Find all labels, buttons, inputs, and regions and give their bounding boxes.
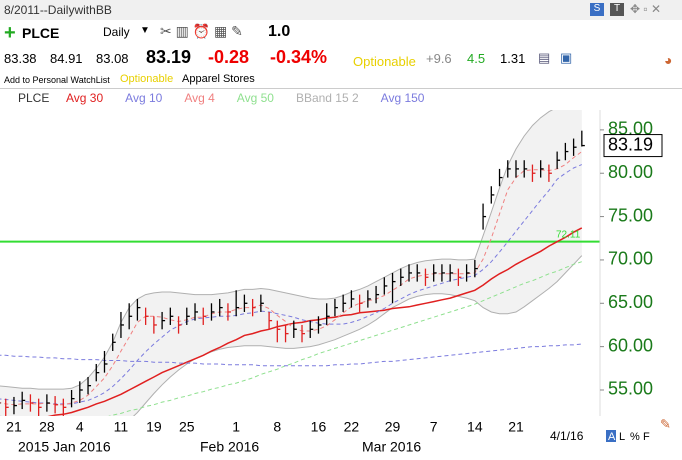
x-tick-label: 1 — [232, 419, 240, 435]
y-tick-label: 85.00 — [608, 119, 653, 139]
last: 83.19 — [146, 47, 192, 67]
bband-lower — [0, 255, 583, 416]
pencil-icon[interactable]: ✎ — [660, 416, 671, 431]
y-tick-label: 60.00 — [608, 335, 653, 355]
legend-entry: Avg 150 — [381, 91, 425, 105]
symbol[interactable]: PLCE — [22, 25, 60, 41]
window-controls[interactable]: ✥ ▫ ✕ — [630, 2, 662, 16]
price-tag: 83.19 — [608, 134, 653, 154]
s-button[interactable]: S — [590, 3, 604, 16]
x-tick-label: 21 — [6, 419, 22, 435]
stat1: +9.6 — [426, 51, 452, 66]
legend-entry: BBand 15 2 — [296, 91, 359, 105]
bband-fill — [0, 110, 582, 416]
legend-entry: Avg 30 — [66, 91, 103, 105]
legend-symbol: PLCE — [18, 91, 49, 105]
change: -0.28 — [208, 47, 250, 67]
title-bar: 8/2011--DailywithBB S T ✥ ▫ ✕ — [0, 0, 682, 21]
reference-label: 72.11 — [556, 229, 581, 240]
db-icon[interactable]: ▤ — [538, 50, 551, 65]
footer-button[interactable]: L — [619, 431, 625, 443]
scale[interactable]: 1.0 — [268, 23, 291, 40]
footer-button[interactable]: A — [608, 431, 616, 443]
x-tick-label: 11 — [114, 419, 129, 435]
moving-average — [0, 151, 583, 406]
watchlist-link[interactable]: Add to Personal WatchList — [4, 75, 110, 85]
date-label: 4/1/16 — [550, 429, 584, 443]
x-tick-label: 14 — [467, 419, 483, 435]
optionable: Optionable — [353, 54, 416, 69]
period[interactable]: Daily — [103, 25, 130, 39]
layout-name[interactable]: 8/2011--DailywithBB — [4, 3, 112, 17]
y-tick-label: 80.00 — [608, 162, 653, 182]
open: 83.38 — [4, 51, 37, 66]
legend-entry: Avg 4 — [184, 91, 215, 105]
x-tick-label: 28 — [39, 419, 55, 435]
moving-average — [108, 261, 582, 416]
y-tick-label: 75.00 — [608, 205, 653, 225]
add-icon[interactable]: + — [4, 22, 16, 44]
optionable-2: Optionable — [120, 73, 174, 85]
legend: PLCE Avg 30 Avg 10 Avg 4 Avg 50 BBand 15 2 Avg… — [18, 91, 425, 105]
footer-button[interactable]: F — [643, 431, 650, 443]
change-pct: -0.34% — [270, 47, 328, 67]
month-label: Mar 2016 — [362, 439, 421, 455]
plot-area — [0, 110, 600, 416]
high: 84.91 — [50, 51, 83, 66]
x-tick-label: 7 — [430, 419, 438, 435]
month-label: 2015 Jan 2016 — [18, 439, 111, 455]
footer-button[interactable]: % — [630, 431, 640, 443]
industry: Apparel Stores — [182, 73, 255, 85]
period-arrow[interactable]: ▼ — [140, 25, 150, 36]
t-button[interactable]: T — [610, 3, 624, 16]
footer-a-bg[interactable] — [606, 430, 616, 442]
moving-average — [47, 227, 583, 416]
x-tick-label: 19 — [146, 419, 162, 435]
legend-entry: Avg 50 — [237, 91, 274, 105]
bband-upper — [0, 110, 554, 390]
x-tick-label: 22 — [344, 419, 360, 435]
x-tick-label: 4 — [76, 419, 84, 435]
chart: PLCE Avg 30 Avg 10 Avg 4 Avg 50 BBand 15 2 Avg… — [0, 91, 671, 455]
x-tick-label: 21 — [508, 419, 524, 435]
x-tick-label: 25 — [179, 419, 195, 435]
tool-icons[interactable]: ✂ ▥ ⏰ ▦ ✎ — [160, 23, 243, 39]
x-tick-label: 8 — [273, 419, 281, 435]
low: 83.08 — [96, 51, 129, 66]
month-label: Feb 2016 — [200, 439, 259, 455]
y-tick-label: 70.00 — [608, 249, 653, 269]
palette-icon[interactable]: ◕ — [664, 52, 673, 68]
stat3: 1.31 — [500, 51, 526, 66]
moving-average — [0, 164, 582, 405]
price-tag-box — [603, 134, 663, 158]
save-icon[interactable]: ▣ — [560, 50, 573, 65]
toolbar: + PLCE Daily ▼ ✂ ▥ ⏰ ▦ ✎ 1.0 83.38 84.91… — [0, 20, 682, 89]
x-tick-label: 29 — [385, 419, 401, 435]
x-tick-label: 16 — [311, 419, 327, 435]
legend-entry: Avg 10 — [125, 91, 162, 105]
y-tick-label: 55.00 — [608, 379, 653, 399]
y-tick-label: 65.00 — [608, 292, 653, 312]
stat2: 4.5 — [467, 51, 486, 66]
